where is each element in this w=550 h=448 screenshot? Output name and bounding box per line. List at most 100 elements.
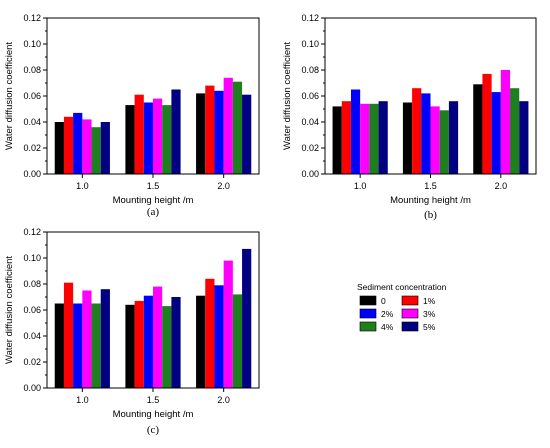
bar bbox=[439, 110, 449, 174]
bar bbox=[205, 278, 215, 388]
y-tick-label: 0.10 bbox=[301, 39, 319, 49]
bar bbox=[214, 90, 224, 174]
bar bbox=[350, 89, 361, 174]
bar bbox=[196, 93, 206, 174]
y-tick-label: 0.12 bbox=[301, 13, 319, 23]
bar bbox=[482, 73, 492, 174]
bar bbox=[73, 112, 83, 174]
x-axis-label: Mounting height /m bbox=[113, 195, 194, 206]
bar bbox=[223, 77, 233, 174]
bar bbox=[82, 119, 92, 174]
x-axis-label: Mounting height /m bbox=[113, 409, 194, 420]
bar bbox=[162, 105, 172, 174]
bar bbox=[196, 295, 206, 388]
bar bbox=[412, 88, 422, 174]
bar bbox=[171, 297, 181, 388]
bar bbox=[91, 127, 101, 174]
bar bbox=[519, 101, 529, 174]
y-tick-label: 0.12 bbox=[23, 227, 41, 237]
x-tick-label: 1.0 bbox=[76, 181, 89, 191]
bar bbox=[232, 81, 243, 174]
y-tick-label: 0.10 bbox=[23, 253, 41, 263]
y-tick-label: 0.04 bbox=[23, 117, 41, 127]
x-tick-label: 2.0 bbox=[217, 181, 230, 191]
y-tick-label: 0.10 bbox=[23, 39, 41, 49]
bar bbox=[63, 282, 74, 388]
bar bbox=[378, 101, 388, 174]
y-tick-label: 0.12 bbox=[23, 13, 41, 23]
bar bbox=[100, 122, 110, 174]
chart-panel-3: 0.00 0.02 0.04 0.06 0.08 0.10 0.12 1.0 1.5 2.0 Mou… bbox=[4, 227, 260, 436]
y-tick-label: 0.00 bbox=[23, 383, 41, 393]
y-tick-label: 0.04 bbox=[301, 117, 319, 127]
bar bbox=[369, 103, 379, 174]
plot-frame bbox=[46, 17, 260, 175]
bar bbox=[54, 303, 64, 388]
bar bbox=[448, 101, 459, 174]
x-tick-label: 1.5 bbox=[424, 181, 437, 191]
x-tick-label: 2.0 bbox=[495, 181, 508, 191]
bar bbox=[332, 106, 342, 174]
bar bbox=[473, 84, 483, 174]
legend: Sediment concentration 0 1% 2% 3% 4% 5% bbox=[357, 282, 447, 332]
legend-label: 0 bbox=[381, 296, 386, 306]
plot-frame bbox=[324, 17, 537, 175]
bar bbox=[223, 260, 233, 388]
bar bbox=[82, 290, 92, 388]
legend-label: 5% bbox=[423, 322, 436, 332]
panel-label: (b) bbox=[424, 209, 437, 221]
bar bbox=[421, 93, 431, 174]
bar bbox=[232, 294, 243, 388]
bar bbox=[125, 105, 135, 174]
chart-panel-1: 0.00 0.02 0.04 0.06 0.08 0.10 0.12 1.0 1.5 2.0 Mou… bbox=[4, 13, 260, 218]
bar bbox=[73, 303, 83, 388]
bar bbox=[491, 92, 501, 174]
y-tick-label: 0.08 bbox=[23, 279, 41, 289]
y-tick-label: 0.02 bbox=[23, 143, 41, 153]
legend-label: 4% bbox=[381, 322, 394, 332]
bar bbox=[125, 304, 135, 388]
x-tick-label: 1.0 bbox=[76, 395, 89, 405]
y-tick-label: 0.06 bbox=[23, 305, 41, 315]
bar bbox=[510, 88, 520, 174]
bar bbox=[54, 122, 64, 174]
bar bbox=[341, 101, 351, 174]
bar bbox=[134, 94, 144, 174]
bar bbox=[153, 98, 163, 174]
legend-swatch bbox=[401, 308, 419, 319]
y-tick-label: 0.08 bbox=[23, 65, 41, 75]
legend-swatch bbox=[359, 321, 377, 332]
bar bbox=[242, 248, 252, 388]
panel-label: (c) bbox=[147, 424, 160, 436]
y-tick-label: 0.06 bbox=[301, 91, 319, 101]
y-tick-label: 0.00 bbox=[301, 169, 319, 179]
x-tick-label: 2.0 bbox=[217, 395, 230, 405]
legend-label: 2% bbox=[381, 309, 394, 319]
x-tick-label: 1.0 bbox=[354, 181, 367, 191]
legend-label: 1% bbox=[423, 296, 436, 306]
bar bbox=[134, 300, 144, 388]
chart-panel-2: 0.00 0.02 0.04 0.06 0.08 0.10 0.12 1.0 1.5 2.0 Mou… bbox=[282, 13, 537, 221]
bar bbox=[430, 106, 440, 174]
y-tick-label: 0.00 bbox=[23, 169, 41, 179]
y-tick-label: 0.08 bbox=[301, 65, 319, 75]
legend-label: 3% bbox=[423, 309, 436, 319]
bar bbox=[143, 295, 153, 388]
y-tick-label: 0.02 bbox=[23, 357, 41, 367]
y-axis-label: Water diffusion coefficient bbox=[4, 42, 15, 150]
bar bbox=[242, 94, 252, 174]
legend-swatch bbox=[401, 321, 419, 332]
plot-frame bbox=[46, 231, 260, 389]
x-axis-label: Mounting height /m bbox=[390, 195, 471, 206]
bar bbox=[100, 289, 110, 388]
legend-title: Sediment concentration bbox=[357, 282, 447, 292]
panel-label: (a) bbox=[147, 206, 160, 218]
bar bbox=[91, 303, 101, 388]
x-tick-label: 1.5 bbox=[147, 181, 160, 191]
legend-swatch bbox=[401, 295, 419, 306]
bar bbox=[162, 306, 172, 388]
x-tick-label: 1.5 bbox=[147, 395, 160, 405]
bar bbox=[402, 102, 413, 174]
bar bbox=[153, 286, 163, 388]
